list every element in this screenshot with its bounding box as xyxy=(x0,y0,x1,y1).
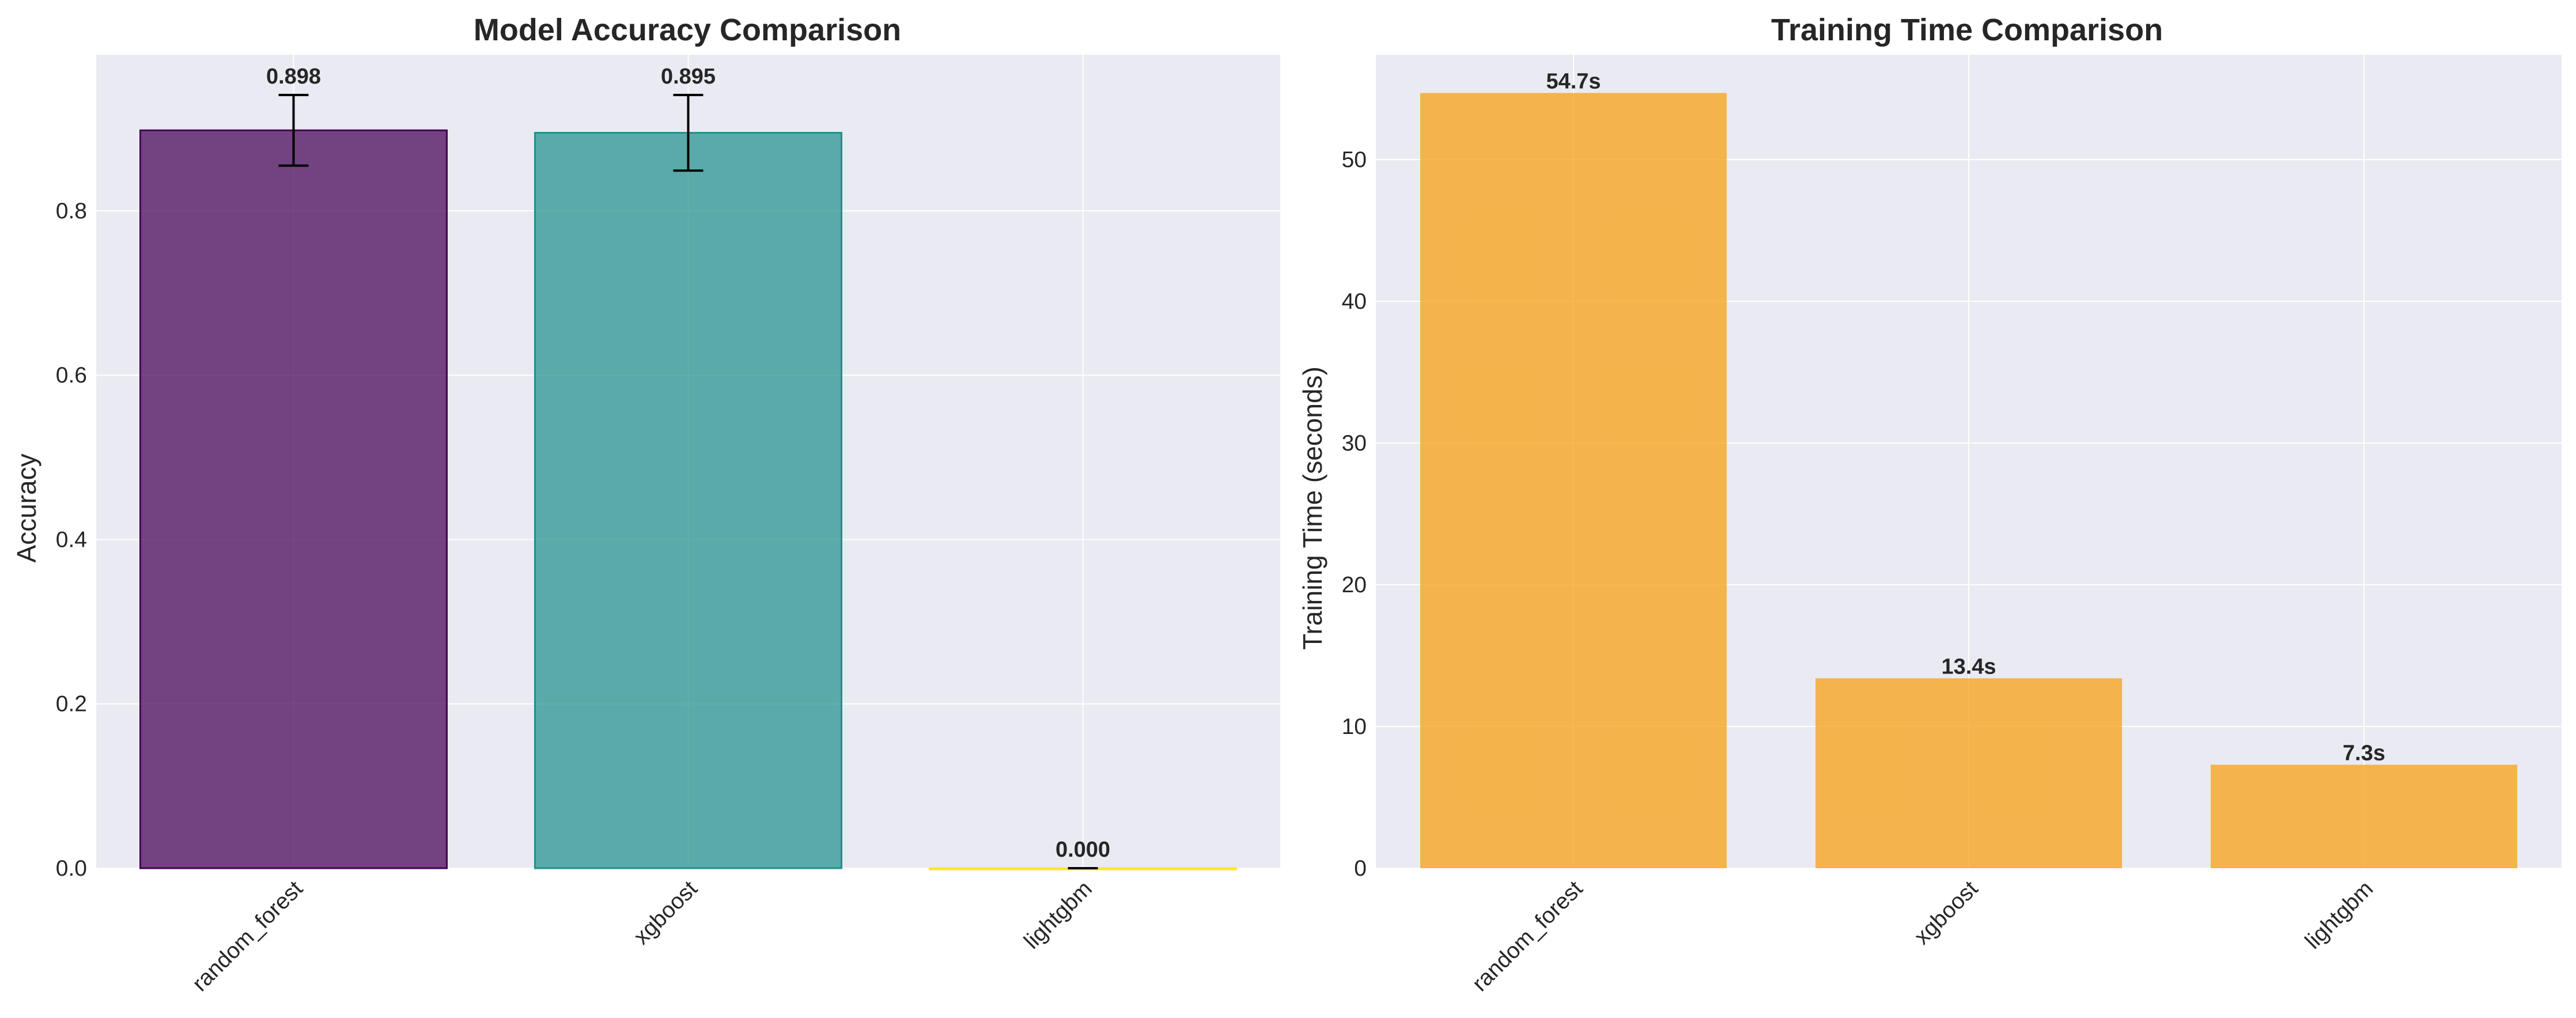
bar-random_forest xyxy=(1420,93,1727,869)
chart-title: Training Time Comparison xyxy=(1771,13,2163,47)
bar-xgboost xyxy=(534,131,842,869)
y-axis-label: Training Time (seconds) xyxy=(1298,366,1327,650)
bar-lightgbm xyxy=(2211,765,2517,868)
y-tick-label: 0.4 xyxy=(56,527,87,552)
y-tick-label: 0.0 xyxy=(56,856,87,881)
x-tick-label: lightgbm xyxy=(1019,876,1097,954)
y-tick-label: 20 xyxy=(1342,573,1367,597)
accuracy-chart: Model Accuracy Comparison Accuracy 0.0 0.… xyxy=(12,13,1280,996)
x-tick-label: lightgbm xyxy=(2301,876,2378,954)
x-tick-label: xgboost xyxy=(1909,876,1983,949)
data-label: 0.898 xyxy=(266,65,321,89)
training-time-chart: Training Time Comparison Training Time (… xyxy=(1298,13,2562,996)
bar-random_forest xyxy=(139,129,448,869)
y-tick-label: 10 xyxy=(1342,714,1367,739)
data-label: 7.3s xyxy=(2343,741,2385,765)
data-label: 54.7s xyxy=(1546,69,1601,93)
y-tick-label: 40 xyxy=(1342,289,1367,314)
x-tick-label: xgboost xyxy=(629,876,702,949)
y-tick-label: 0.2 xyxy=(56,692,87,717)
x-tick-label: random_forest xyxy=(1467,876,1587,996)
y-tick-label: 50 xyxy=(1342,147,1367,172)
bar-xgboost xyxy=(1815,678,2122,868)
x-tick-label: random_forest xyxy=(188,876,308,996)
error-bar xyxy=(673,93,703,172)
chart-title: Model Accuracy Comparison xyxy=(474,13,901,47)
data-label: 0.895 xyxy=(661,65,716,89)
y-axis-label: Accuracy xyxy=(12,453,41,562)
data-label: 13.4s xyxy=(1941,654,1996,679)
y-tick-label: 0 xyxy=(1354,856,1367,881)
error-bar xyxy=(278,93,309,167)
y-tick-label: 30 xyxy=(1342,431,1367,456)
data-label: 0.000 xyxy=(1056,838,1110,862)
y-tick-label: 0.6 xyxy=(56,363,87,388)
y-tick-label: 0.8 xyxy=(56,199,87,224)
